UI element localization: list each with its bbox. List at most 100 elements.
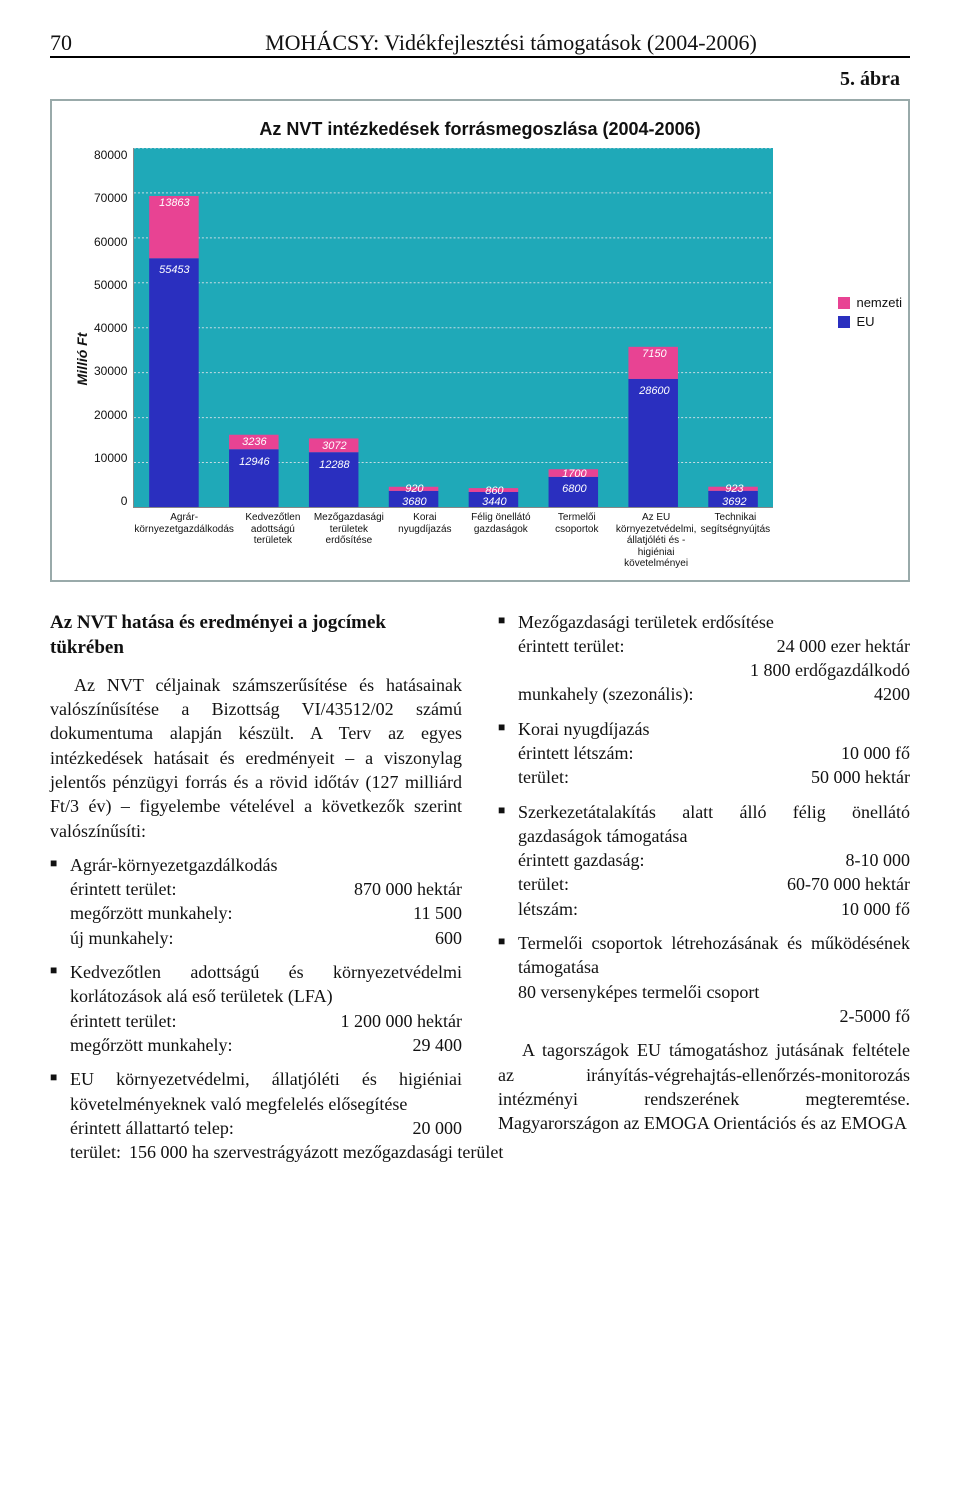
list-item-title: Szerkezetátalakítás alatt álló félig öne… bbox=[518, 800, 910, 849]
kv-value: 600 bbox=[427, 926, 462, 950]
bar-value-label: 920 bbox=[405, 483, 423, 495]
list-item-title: Agrár-környezetgazdálkodás bbox=[70, 853, 462, 877]
y-tick: 60000 bbox=[94, 235, 127, 249]
x-tick: Félig önellátógazdaságok bbox=[463, 508, 539, 570]
x-axis-ticks: Agrár-környezetgazdálkodásKedvezőtlen ad… bbox=[133, 508, 773, 570]
kv-value: 29 400 bbox=[405, 1033, 463, 1057]
kv-value: 11 500 bbox=[405, 901, 462, 925]
bar-value-label: 923 bbox=[725, 483, 743, 495]
list-item: Szerkezetátalakítás alatt álló félig öne… bbox=[498, 800, 910, 921]
y-tick: 50000 bbox=[94, 278, 127, 292]
list-item: Mezőgazdasági területek erdősítéseérinte… bbox=[498, 610, 910, 707]
chart-title: Az NVT intézkedések forrásmegoszlása (20… bbox=[70, 119, 890, 140]
bar-value-label: 3236 bbox=[242, 436, 266, 448]
bar-value-label: 28600 bbox=[639, 385, 670, 397]
kv-value: 60-70 000 hektár bbox=[779, 872, 910, 896]
bar-value-label: 3692 bbox=[722, 496, 746, 508]
kv-row: létszám:10 000 fő bbox=[518, 897, 910, 921]
list-item-title: EU környezetvédelmi, állatjóléti és higi… bbox=[70, 1067, 462, 1116]
list-item: EU környezetvédelmi, állatjóléti és higi… bbox=[50, 1067, 462, 1164]
kv-row: érintett gazdaság:8-10 000 bbox=[518, 848, 910, 872]
y-tick: 0 bbox=[94, 494, 127, 508]
kv-row: érintett állattartó telep:20 000 bbox=[70, 1116, 462, 1140]
kv-key: terület: bbox=[518, 765, 803, 789]
figure-label: 5. ábra bbox=[50, 68, 900, 91]
bar-value-label: 3680 bbox=[402, 496, 426, 508]
page-number: 70 bbox=[50, 30, 72, 56]
legend-label: EU bbox=[856, 314, 874, 329]
kv-row: megőrzött munkahely:11 500 bbox=[70, 901, 462, 925]
running-header: 70 MOHÁCSY: Vidékfejlesztési támogatások… bbox=[50, 30, 910, 58]
kv-key: terület: bbox=[518, 872, 779, 896]
kv-value: 10 000 fő bbox=[833, 897, 910, 921]
y-tick: 70000 bbox=[94, 191, 127, 205]
kv-value: 20 000 bbox=[405, 1116, 463, 1140]
kv-value: 1 200 000 hektár bbox=[333, 1009, 462, 1033]
chart-legend: nemzeti EU bbox=[838, 291, 902, 333]
kv-value: 2-5000 fő bbox=[832, 1004, 911, 1028]
y-tick: 20000 bbox=[94, 408, 127, 422]
kv-value: 156 000 ha szervestrágyázott mezőgazdasá… bbox=[121, 1140, 503, 1164]
kv-row: terület:50 000 hektár bbox=[518, 765, 910, 789]
list-item-freetext: 80 versenyképes termelői csoport bbox=[518, 980, 910, 1004]
bar-value-label: 13863 bbox=[159, 197, 190, 209]
kv-row: érintett terület:1 200 000 hektár bbox=[70, 1009, 462, 1033]
kv-value: 10 000 fő bbox=[833, 741, 910, 765]
kv-row: terület:60-70 000 hektár bbox=[518, 872, 910, 896]
body-columns: Az NVT hatása és eredményei a jogcímek t… bbox=[50, 610, 910, 1165]
legend-item: nemzeti bbox=[838, 295, 902, 310]
kv-key: terület: bbox=[70, 1140, 121, 1164]
list-item: Korai nyugdíjazásérintett létszám:10 000… bbox=[498, 717, 910, 790]
kv-row: megőrzött munkahely:29 400 bbox=[70, 1033, 462, 1057]
x-tick: Termelői csoportok bbox=[539, 508, 615, 570]
kv-key: érintett állattartó telep: bbox=[70, 1116, 405, 1140]
list-item-title: Mezőgazdasági területek erdősítése bbox=[518, 610, 910, 634]
kv-row: munkahely (szezonális):4200 bbox=[518, 682, 910, 706]
legend-swatch bbox=[838, 297, 850, 309]
y-tick: 30000 bbox=[94, 364, 127, 378]
kv-row: érintett terület:870 000 hektár bbox=[70, 877, 462, 901]
chart-plot: 1386355453323612946307212288920368086034… bbox=[133, 148, 773, 508]
kv-row: 1 800 erdőgazdálkodó bbox=[518, 658, 910, 682]
kv-row: 2-5000 fő bbox=[518, 1004, 910, 1028]
kv-key: megőrzött munkahely: bbox=[70, 901, 405, 925]
kv-key: érintett terület: bbox=[518, 634, 769, 658]
y-tick: 10000 bbox=[94, 451, 127, 465]
list-item-title: Kedvezőtlen adottságú és környezetvédelm… bbox=[70, 960, 462, 1009]
legend-swatch bbox=[838, 316, 850, 328]
y-axis-label: Millió Ft bbox=[70, 148, 94, 570]
y-tick: 80000 bbox=[94, 148, 127, 162]
y-axis-ticks: 80000 70000 60000 50000 40000 30000 20000 10000… bbox=[94, 148, 133, 508]
kv-key: megőrzött munkahely: bbox=[70, 1033, 405, 1057]
bar-value-label: 12288 bbox=[319, 459, 350, 471]
bar-value-label: 7150 bbox=[642, 348, 666, 360]
kv-key: munkahely (szezonális): bbox=[518, 682, 866, 706]
kv-value: 4200 bbox=[866, 682, 910, 706]
list-item: Termelői csoportok létrehozásának és műk… bbox=[498, 931, 910, 1028]
legend-label: nemzeti bbox=[856, 295, 902, 310]
kv-key: érintett terület: bbox=[70, 877, 346, 901]
x-tick: Korai nyugdíjazás bbox=[387, 508, 463, 570]
bar-value-label: 12946 bbox=[239, 456, 270, 468]
x-tick: Kedvezőtlen adottságúterületek bbox=[235, 508, 311, 570]
y-tick: 40000 bbox=[94, 321, 127, 335]
bar-value-label: 6800 bbox=[562, 483, 586, 495]
list-item-title: Korai nyugdíjazás bbox=[518, 717, 910, 741]
kv-value: 50 000 hektár bbox=[803, 765, 910, 789]
bar-value-label: 3440 bbox=[482, 496, 506, 508]
bar-value-label: 3072 bbox=[322, 440, 346, 452]
bar-value-label: 860 bbox=[485, 485, 503, 497]
bar-value-label: 1700 bbox=[562, 468, 586, 480]
list-item-title: Termelői csoportok létrehozásának és műk… bbox=[518, 931, 910, 980]
kv-row: új munkahely:600 bbox=[70, 926, 462, 950]
kv-value: 1 800 erdőgazdálkodó bbox=[742, 658, 910, 682]
chart-frame: Az NVT intézkedések forrásmegoszlása (20… bbox=[50, 99, 910, 582]
running-title: MOHÁCSY: Vidékfejlesztési támogatások (2… bbox=[112, 30, 910, 56]
kv-key: érintett létszám: bbox=[518, 741, 833, 765]
kv-key bbox=[518, 658, 742, 682]
kv-row: érintett terület:24 000 ezer hektár bbox=[518, 634, 910, 658]
kv-value: 24 000 ezer hektár bbox=[769, 634, 910, 658]
kv-key: létszám: bbox=[518, 897, 833, 921]
kv-row: érintett létszám:10 000 fő bbox=[518, 741, 910, 765]
kv-value: 8-10 000 bbox=[838, 848, 911, 872]
